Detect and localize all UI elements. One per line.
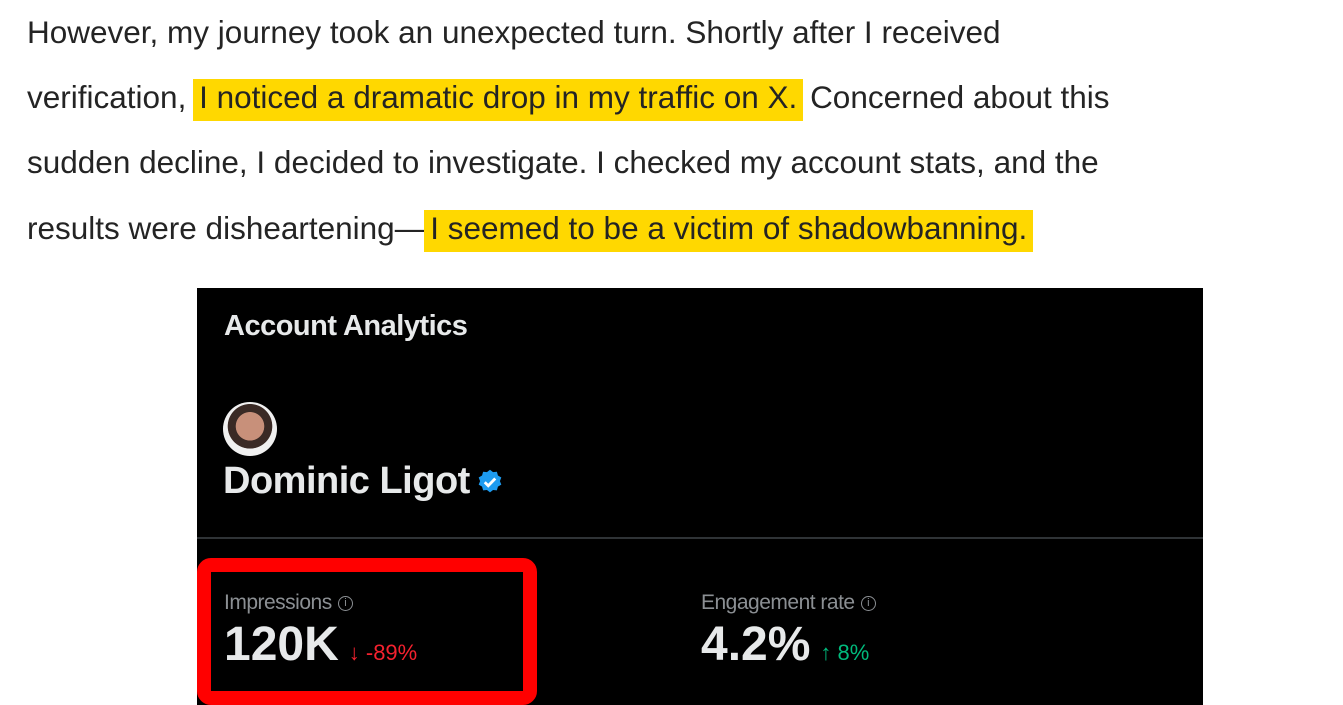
annotation-highlight-box [197, 558, 537, 705]
text: Concerned about this [810, 79, 1110, 115]
delta-value: 8% [837, 640, 870, 665]
metric-impressions: Impressions i 120K ↓ -89% [224, 591, 417, 672]
divider [197, 537, 1203, 539]
metric-engagement-rate: Engagement rate i 4.2% ↑ 8% [701, 591, 876, 672]
paragraph-line-2: verification, I noticed a dramatic drop … [27, 73, 1110, 121]
text: verification, [27, 79, 187, 115]
panel-title: Account Analytics [224, 310, 468, 342]
text: results were disheartening— [27, 210, 427, 246]
paragraph-line-1: However, my journey took an unexpected t… [27, 14, 1001, 50]
highlighted-text: I noticed a dramatic drop in my traffic … [193, 79, 804, 121]
avatar [223, 402, 277, 456]
arrow-up-icon: ↑ [820, 640, 832, 665]
arrow-down-icon: ↓ [348, 640, 360, 665]
metric-delta: ↑ 8% [820, 640, 869, 666]
delta-value: -89% [365, 640, 418, 665]
metric-value: 4.2% [701, 618, 811, 671]
paragraph-line-3: sudden decline, I decided to investigate… [27, 144, 1099, 180]
account-analytics-screenshot: Account Analytics Dominic Ligot Impressi… [197, 288, 1203, 705]
info-icon[interactable]: i [337, 595, 353, 611]
user-name: Dominic Ligot [223, 460, 470, 502]
user-name-row: Dominic Ligot [223, 460, 504, 503]
metric-label: Engagement rate [701, 591, 855, 614]
verified-badge-icon [478, 469, 502, 492]
info-icon[interactable]: i [860, 595, 876, 611]
paragraph-line-4: results were disheartening— I seemed to b… [27, 204, 1034, 252]
metric-label: Impressions [224, 591, 332, 614]
highlighted-text: I seemed to be a victim of shadowbanning… [424, 210, 1034, 252]
metric-delta: ↓ -89% [349, 640, 417, 666]
metric-value: 120K [224, 618, 339, 671]
